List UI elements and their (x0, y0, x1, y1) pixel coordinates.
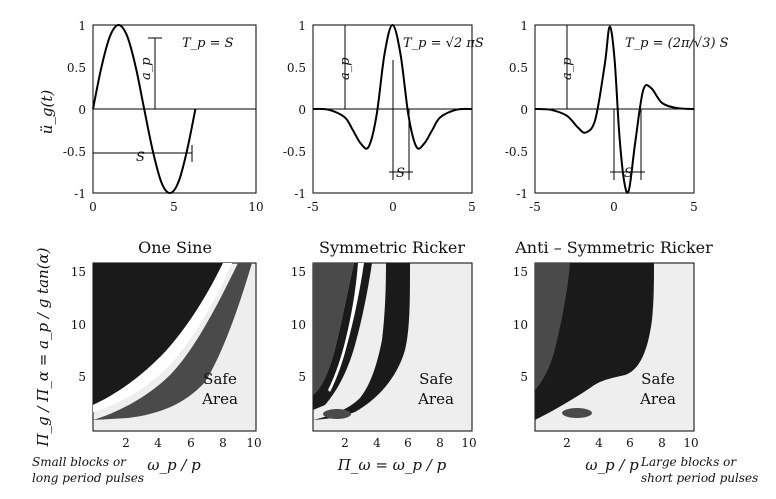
y-tick: 5 (520, 370, 528, 384)
y-tick: 15 (71, 265, 86, 279)
y-tick: 10 (71, 318, 86, 332)
note-short-period: short period pulses (641, 471, 758, 485)
x-tick: 4 (595, 436, 603, 450)
pulse-panel-one-sine: a_p T_p = S S 1 0.5 0 -0.5 -1 0 5 10 ü_g… (38, 19, 264, 214)
x-axis-label: ω_p / p (585, 456, 639, 474)
x-tick: 10 (683, 436, 698, 450)
x-tick: 6 (404, 436, 412, 450)
panel-title: Anti – Symmetric Ricker (514, 238, 713, 257)
y-tick: 5 (78, 370, 86, 384)
amplitude-label: a_p (139, 57, 154, 80)
region-panel-symmetric-ricker: Symmetric Ricker Safe Area 15 10 5 2 4 6… (291, 238, 477, 474)
pulse-panel-symmetric-ricker: a_p T_p = √2 πS S 1 0.5 0 -0.5 -1 -5 0 5 (283, 19, 484, 214)
overturn-region-dark (313, 263, 410, 420)
y-tick: 0.5 (509, 61, 528, 75)
overturn-region-dark (93, 263, 223, 405)
x-tick: 0 (89, 200, 97, 214)
y-axis-label: ü_g(t) (38, 90, 56, 135)
y-tick: -0.5 (63, 145, 86, 159)
x-tick: 8 (219, 436, 227, 450)
overturn-island (562, 408, 592, 418)
y-tick: -0.5 (505, 145, 528, 159)
formula-label: T_p = √2 πS (403, 36, 484, 51)
x-tick: 5 (468, 200, 476, 214)
note-long-period: long period pulses (32, 471, 144, 485)
pulse-curve (92, 23, 197, 195)
span-label: S (624, 166, 633, 181)
safe-area-label: Safe (641, 370, 675, 388)
overturn-region-mid (313, 263, 354, 395)
x-tick: 8 (658, 436, 666, 450)
y-tick: 0 (520, 103, 528, 117)
formula-label: T_p = (2π/√3) S (625, 36, 729, 51)
panel-title: One Sine (138, 238, 212, 257)
y-tick: 1 (298, 19, 306, 33)
pulse-panel-anti-symmetric-ricker: a_p T_p = (2π/√3) S S 1 0.5 0 -0.5 -1 -5… (505, 19, 729, 214)
safe-area-label: Safe (419, 370, 453, 388)
x-axis-label: Π_ω = ω_p / p (337, 456, 447, 474)
safe-gap (93, 263, 232, 412)
x-tick: 5 (170, 200, 178, 214)
span-label: S (396, 166, 405, 181)
y-tick: 10 (513, 318, 528, 332)
x-tick: 5 (690, 200, 698, 214)
y-tick: -1 (74, 187, 86, 201)
x-tick: 10 (461, 436, 476, 450)
safe-gap (328, 263, 364, 392)
x-axis-label: ω_p / p (147, 456, 201, 474)
region-panel-anti-symmetric-ricker: Anti – Symmetric Ricker Safe Area 15 10 … (513, 238, 713, 474)
pulse-curve (534, 25, 695, 194)
x-tick: 2 (563, 436, 571, 450)
overturn-region-mid (535, 263, 570, 390)
y-tick: 1 (78, 19, 86, 33)
x-tick: 8 (436, 436, 444, 450)
y-tick: 5 (298, 370, 306, 384)
x-tick: 4 (154, 436, 162, 450)
y-tick: 15 (291, 265, 306, 279)
safe-area-label: Area (639, 390, 676, 408)
amplitude-label: a_p (560, 57, 575, 80)
safe-area-label: Safe (203, 370, 237, 388)
y-tick: 0.5 (287, 61, 306, 75)
y-tick: 1 (520, 19, 528, 33)
x-tick: -5 (307, 200, 319, 214)
y-tick: 0.5 (67, 61, 86, 75)
formula-label: T_p = S (182, 36, 234, 51)
region-panel-one-sine: One Sine Safe Area 15 10 5 2 4 6 8 10 ω_… (34, 238, 262, 474)
y-tick: 0 (298, 103, 306, 117)
x-tick: 0 (389, 200, 397, 214)
x-tick: 2 (122, 436, 130, 450)
safe-area-label: Area (201, 390, 238, 408)
amplitude-label: a_p (338, 57, 353, 80)
safe-area-label: Area (417, 390, 454, 408)
x-tick: 6 (187, 436, 195, 450)
x-tick: 10 (246, 436, 261, 450)
y-tick: -0.5 (283, 145, 306, 159)
note-small-blocks: Small blocks or (32, 455, 127, 469)
pulse-curve (312, 23, 473, 150)
y-tick: 0 (78, 103, 86, 117)
x-tick: 0 (610, 200, 618, 214)
y-tick: -1 (516, 187, 528, 201)
overturn-region-dark-2 (535, 263, 590, 400)
y-tick: 15 (513, 265, 528, 279)
y-tick: -1 (294, 187, 306, 201)
panel-title: Symmetric Ricker (319, 238, 465, 257)
span-label: S (136, 150, 145, 165)
y-axis-label: Π_g / Π_α = a_p / g tan(α) (34, 247, 52, 447)
y-tick: 10 (291, 318, 306, 332)
x-tick: 4 (373, 436, 381, 450)
note-large-blocks: Large blocks or (640, 455, 737, 469)
overturn-island (323, 409, 351, 419)
x-tick: -5 (529, 200, 541, 214)
x-tick: 6 (626, 436, 634, 450)
overturn-region-mid (93, 263, 252, 420)
x-tick: 2 (341, 436, 349, 450)
x-tick: 10 (248, 200, 263, 214)
